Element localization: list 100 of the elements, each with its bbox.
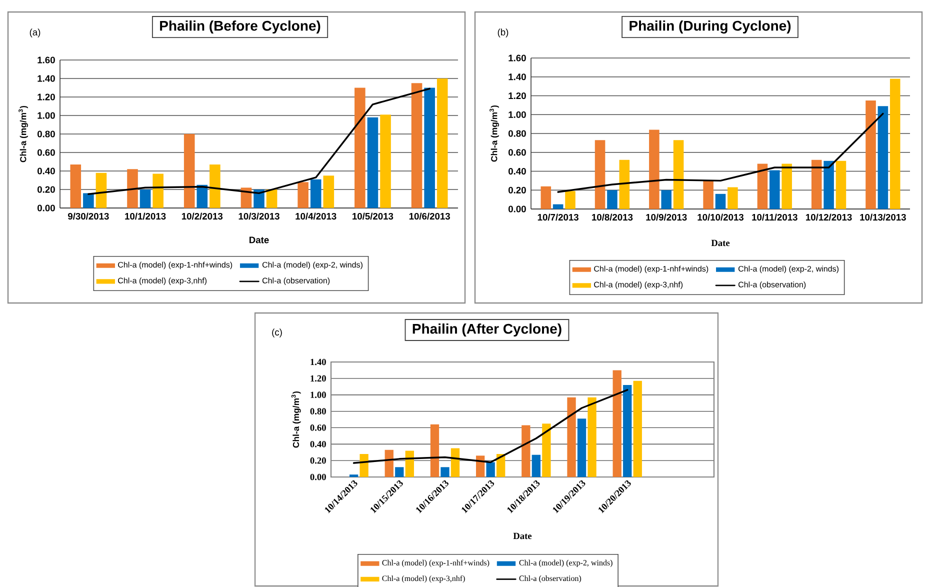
y-axis-title: Chl-a (mg/m$^{3}$) — [18, 106, 28, 162]
bar — [266, 190, 278, 208]
bar — [770, 170, 780, 210]
legend-label: Chl-a (model) (exp-1-nhf+winds) — [382, 560, 490, 568]
bar — [96, 172, 107, 208]
y-tick-label: 1.20 — [38, 94, 55, 100]
x-tick-label: 10/11/2013 — [752, 214, 798, 221]
y-tick-label: 1.00 — [310, 392, 326, 398]
bar — [380, 114, 391, 208]
bar — [298, 182, 308, 208]
y-tick-label: 0.00 — [310, 474, 326, 480]
x-tick-label: 10/2/2013 — [182, 212, 223, 220]
bar — [450, 448, 460, 477]
y-axis-title: Chl-a (mg/m$^{3}$) — [291, 391, 301, 448]
y-tick-label: 1.00 — [38, 112, 55, 119]
legend-label: Chl-a (observation) — [519, 575, 582, 583]
bar — [577, 418, 586, 477]
legend-label: Chl-a (observation) — [262, 278, 330, 285]
x-axis-title: Date — [250, 236, 269, 244]
bar — [890, 78, 900, 210]
bar — [623, 385, 632, 477]
bar — [612, 370, 622, 477]
bar — [127, 169, 138, 208]
x-tick-label: 10/10/2013 — [698, 214, 744, 221]
y-tick-label: 0.40 — [508, 168, 526, 175]
y-tick-label: 1.40 — [38, 75, 55, 82]
chart-title: Phailin (During Cyclone) — [630, 20, 791, 34]
y-tick-label: 0.80 — [508, 130, 526, 137]
bar — [565, 191, 576, 210]
y-tick-label: 0.60 — [310, 424, 326, 431]
y-tick-label: 0.40 — [38, 168, 55, 174]
y-axis-title: Chl-a (mg/m$^{3}$) — [490, 105, 499, 162]
bar — [360, 454, 368, 477]
text: (c) — [272, 328, 282, 338]
bar — [395, 467, 404, 477]
bar — [184, 134, 195, 208]
bar — [588, 397, 596, 477]
y-tick-label: 0.20 — [310, 457, 326, 464]
y-tick-label: 0.80 — [310, 408, 326, 414]
bar — [384, 450, 394, 477]
y-tick-label: 1.40 — [310, 358, 326, 366]
x-tick-label: 10/7/2013 — [538, 214, 578, 221]
legend-label: Chl-a (observation) — [738, 282, 806, 289]
bar — [878, 106, 888, 210]
legend-label: Chl-a (model) (exp-2, winds) — [262, 262, 362, 270]
bar — [210, 164, 220, 208]
y-tick-label: 0.80 — [38, 130, 55, 138]
bar — [633, 380, 642, 477]
bar — [619, 160, 630, 210]
y-tick-label: 0.20 — [38, 186, 55, 193]
bar — [552, 204, 564, 210]
y-tick-label: 0.40 — [310, 440, 326, 448]
bar — [254, 190, 264, 208]
bar — [411, 83, 422, 208]
bar — [196, 184, 208, 208]
bar — [152, 174, 164, 208]
y-tick-label: 1.40 — [508, 74, 526, 80]
y-tick-label: 0.60 — [38, 149, 55, 156]
legend-label: Chl-a (model) (exp-3,nhf) — [118, 278, 207, 285]
x-tick-label: 10/5/2013 — [352, 212, 394, 220]
legend-label: Chl-a (model) (exp-1-nhf+winds) — [594, 266, 708, 274]
bar — [522, 425, 530, 477]
bar — [354, 88, 366, 208]
bar — [430, 424, 440, 477]
bar — [476, 456, 485, 477]
x-tick-label: 10/13/2013 — [860, 214, 906, 221]
x-tick-label: 10/3/2013 — [238, 212, 280, 220]
x-tick-label: 10/8/2013 — [592, 214, 633, 221]
x-tick-label: 10/4/2013 — [296, 212, 336, 220]
bar — [532, 454, 541, 477]
x-axis-title: Date — [513, 532, 532, 540]
y-tick-label: 1.60 — [38, 56, 55, 64]
legend-label: Chl-a (model) (exp-2, winds) — [519, 560, 612, 568]
bar — [649, 130, 660, 210]
bar — [83, 193, 94, 208]
bar — [715, 194, 726, 210]
x-tick-label: 10/9/2013 — [646, 214, 687, 221]
legend-label: Chl-a (model) (exp-3,nhf) — [382, 575, 465, 583]
bar — [70, 164, 82, 208]
x-tick-label: 10/12/2013 — [806, 214, 852, 221]
legend-label: Chl-a (model) (exp-2, winds) — [738, 266, 838, 274]
bar — [811, 160, 822, 210]
bar — [757, 164, 768, 210]
y-tick-label: 0.00 — [38, 204, 55, 212]
bar — [140, 190, 151, 208]
bar — [440, 467, 450, 477]
bar — [594, 140, 606, 210]
bar — [836, 160, 846, 210]
text: (b) — [498, 28, 508, 38]
x-tick-label: 9/30/2013 — [68, 212, 109, 220]
bar — [486, 462, 495, 477]
x-tick-label: 10/1/2013 — [125, 212, 166, 220]
bar — [240, 188, 252, 208]
line-series — [88, 88, 430, 195]
bar — [728, 187, 738, 210]
bar — [540, 186, 552, 210]
bar — [703, 180, 714, 210]
x-axis-title: Date — [711, 240, 730, 246]
bar — [567, 397, 576, 477]
line-series — [557, 112, 884, 193]
